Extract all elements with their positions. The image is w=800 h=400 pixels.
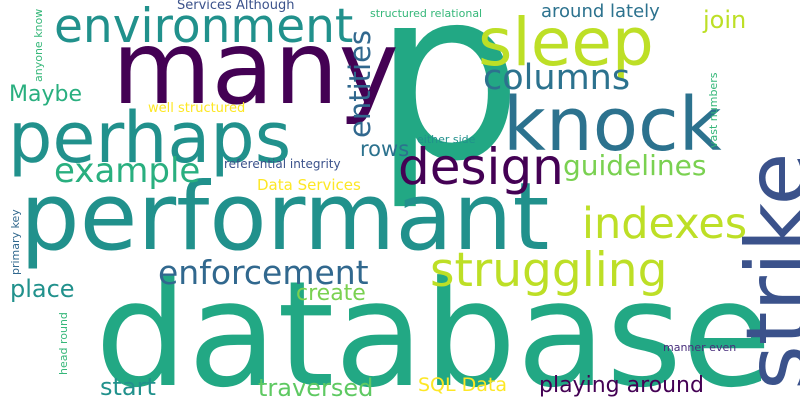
word-indexes: indexes (582, 199, 748, 249)
word-knock: knock (503, 82, 722, 168)
word-guidelines: guidelines (563, 149, 707, 182)
word-entities: entities (343, 29, 377, 138)
word-data-services: Data Services (257, 176, 361, 194)
word-enforcement: enforcement (158, 253, 369, 292)
word-design: design (398, 138, 564, 196)
word-services-although: Services Although (177, 0, 295, 13)
word-struggling: struggling (430, 243, 668, 298)
word-p: p (373, 0, 523, 213)
word-create: create (296, 281, 366, 306)
word-playing-around: playing around (539, 373, 704, 398)
word-perhaps: perhaps (8, 97, 292, 179)
word-primary-key: primary key (9, 209, 22, 275)
word-structured-relational: structured relational (370, 7, 483, 20)
word-manner-even: manner even (663, 341, 737, 354)
word-traversed: traversed (258, 374, 374, 400)
word-place: place (10, 275, 75, 303)
word-database: database (95, 250, 772, 400)
word-around-lately: around lately (541, 1, 660, 22)
word-sql-data: SQL Data (418, 374, 508, 396)
word-vast-numbers: vast numbers (707, 72, 720, 148)
word-either-side: either side (417, 133, 476, 146)
word-strike: strike (728, 152, 800, 390)
word-performant: performant (20, 163, 550, 272)
word-columns: columns (483, 58, 631, 98)
word-sleep: sleep (478, 4, 654, 81)
word-join: join (703, 6, 747, 34)
word-well-structured: well structured (148, 101, 246, 116)
word-anyone-know: anyone know (32, 8, 45, 82)
word-many: many (112, 9, 399, 128)
word-referential-integrity: referential integrity (224, 157, 341, 171)
word-head-round: head round (57, 312, 70, 375)
word-start: start (100, 373, 156, 400)
word-environment: environment (54, 0, 354, 54)
word-example: example (54, 151, 201, 191)
word-rows: rows (360, 137, 410, 161)
word-maybe: Maybe (9, 82, 82, 107)
